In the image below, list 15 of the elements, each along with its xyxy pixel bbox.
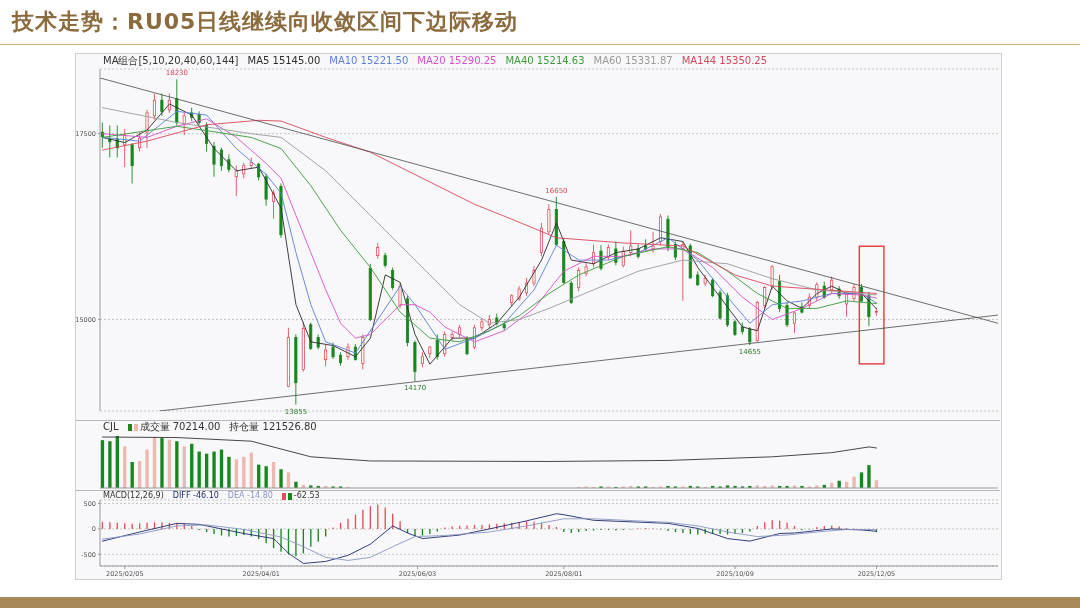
legend-label: -62.53 bbox=[293, 491, 320, 501]
text: MA40 15214.63 bbox=[505, 55, 585, 67]
text: MA20 15290.25 bbox=[417, 55, 497, 67]
legend-title: CJL bbox=[103, 421, 119, 433]
text: DIFF -46.10 bbox=[172, 491, 219, 501]
text: DEA -14.80 bbox=[227, 491, 273, 501]
text: MA10 15221.50 bbox=[329, 55, 409, 67]
legend-label: 成交量 70214.00 bbox=[139, 421, 221, 433]
legend-title: MA组合[5,10,20,40,60,144] bbox=[103, 55, 239, 67]
chart-title: 技术走势：RU05日线继续向收敛区间下边际移动 bbox=[12, 8, 519, 36]
text: MA60 15331.87 bbox=[593, 55, 673, 67]
text: MA5 15145.00 bbox=[247, 55, 321, 67]
series-label: 持仓量 121526.80 bbox=[229, 421, 317, 433]
text: MA144 15350.25 bbox=[681, 55, 768, 67]
legend-title: MACD(12,26,9) bbox=[103, 491, 164, 501]
